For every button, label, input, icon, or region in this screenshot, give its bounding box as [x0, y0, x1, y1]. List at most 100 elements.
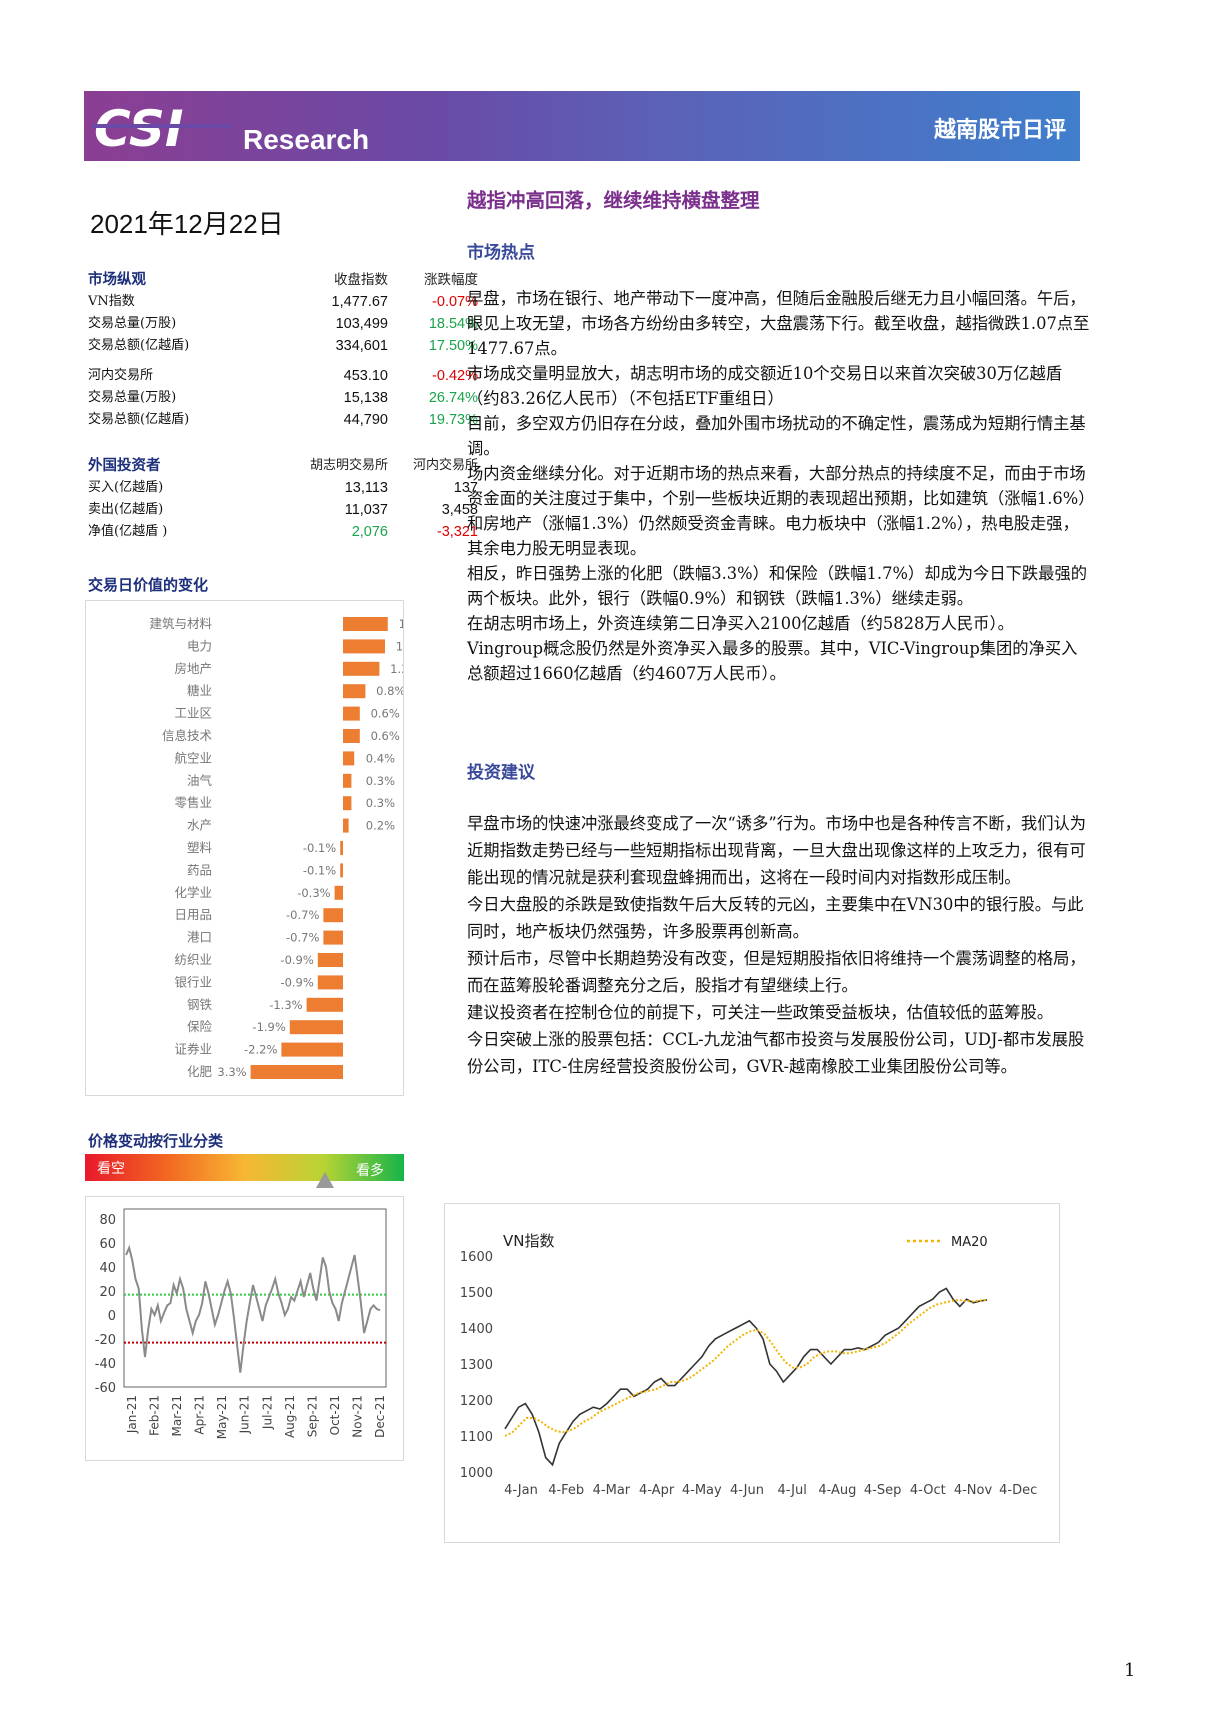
research-label: Research — [243, 124, 370, 155]
paragraph: 场内资金继续分化。对于近期市场的热点来看，大部分热点的持续度不足，而由于市场资金… — [467, 464, 1087, 558]
sector-bar — [340, 863, 343, 878]
y-tick-label: 80 — [99, 1213, 116, 1228]
x-tick-label: Jun-21 — [238, 1395, 252, 1434]
csi-logo: CSI — [92, 100, 232, 154]
y-tick-label: 1600 — [460, 1250, 493, 1265]
sector-label: 化肥 — [187, 1064, 213, 1079]
paragraph: 相反，昨日强势上涨的化肥（跌幅3.3%）和保险（跌幅1.7%）却成为今日下跌最强… — [467, 564, 1088, 608]
sector-label: 药品 — [187, 862, 212, 877]
sector-bar — [343, 706, 360, 721]
sector-chart-frame: 建筑与材料 1.6% 电力 1.5% 房地产 1.3% 糖业 0.8% 工业区 0.6% 信息技术 0… — [85, 600, 428, 1096]
sector-value-label: 0.3% — [366, 796, 395, 810]
y-tick-label: 20 — [99, 1285, 116, 1300]
y-tick-label: 1300 — [460, 1358, 493, 1373]
x-tick-label: Oct-21 — [328, 1395, 342, 1435]
sector-bar — [343, 684, 366, 699]
market-overview-title: 市场纵观 — [88, 272, 146, 288]
sector-label: 银行业 — [174, 974, 212, 989]
sector-bar — [343, 751, 355, 766]
sector-value-label: -0.1% — [303, 863, 336, 877]
sector-label: 建筑与材料 — [149, 616, 212, 631]
sector-bar — [323, 930, 343, 945]
article-headline: 越指冲高回落，继续维持横盘整理 — [467, 189, 760, 212]
y-tick-label: -20 — [95, 1333, 116, 1348]
paragraph: 今日突破上涨的股票包括：CCL-九龙油气都市投资与发展股份公司，UDJ-都市发展… — [467, 1030, 1085, 1076]
sector-value-label: -0.3% — [297, 886, 330, 900]
sector-label: 糖业 — [187, 683, 212, 698]
sector-value-label: -1.9% — [252, 1020, 285, 1034]
chart-title: VN指数 — [503, 1232, 554, 1250]
x-tick-label: Dec-21 — [373, 1395, 387, 1438]
advice-body: 早盘市场的快速冲涨最终变成了一次“诱多”行为。市场中也是各种传言不断，我们认为近… — [467, 810, 1092, 1080]
sector-bar — [340, 841, 343, 855]
sector-value-label: -1.3% — [269, 998, 302, 1012]
paragraph: 市场成交量明显放大，胡志明市场的成交额近10个交易日以来首次突破30万亿越盾（约… — [467, 364, 1063, 408]
bull-label: 看多 — [356, 1163, 384, 1179]
y-tick-label: 0 — [108, 1309, 116, 1324]
x-tick-label: Jan-21 — [125, 1395, 139, 1434]
oscillator-chart-frame: 80 60 40 20 0 -20 -40 -60 Jan-21 Feb-21 Mar-21 Apr-… — [85, 1196, 404, 1461]
sector-value-label: -2.2% — [244, 1043, 277, 1057]
sector-label: 水产 — [187, 818, 212, 833]
sector-bar — [323, 908, 343, 923]
sector-value-label: 1.3% — [390, 662, 403, 676]
sector-chart-title: 交易日价值的变化 — [88, 576, 209, 594]
x-tick-label: 4-Mar — [593, 1483, 631, 1498]
x-tick-label: Mar-21 — [170, 1395, 184, 1436]
sector-label: 钢铁 — [187, 997, 213, 1012]
paragraph: 早盘市场的快速冲涨最终变成了一次“诱多”行为。市场中也是各种传言不断，我们认为近… — [467, 814, 1087, 887]
market-overview-table: 市场纵观 收盘指数 涨跌幅度 VN指数 1,477.67 -0.07% 交易总量… — [88, 272, 478, 428]
hot-topics-title: 市场热点 — [467, 243, 535, 263]
sector-value-label: -0.1% — [303, 841, 336, 855]
sector-label: 信息技术 — [162, 728, 213, 743]
col-hnx: 河内交易所 — [412, 458, 478, 473]
sector-bar — [343, 796, 352, 811]
x-tick-label: 4-Jun — [730, 1483, 764, 1498]
sector-bar — [343, 617, 388, 631]
sector-value-label: 0.6% — [371, 707, 400, 721]
bear-label: 看空 — [97, 1161, 125, 1177]
col-close: 收盘指数 — [334, 272, 388, 288]
sector-label: 航空业 — [174, 750, 212, 765]
sector-label: 油气 — [187, 773, 213, 788]
x-tick-label: Nov-21 — [350, 1395, 364, 1438]
sector-value-label: -0.7% — [286, 908, 319, 922]
sector-bar — [334, 885, 343, 900]
vn-index-line — [504, 1287, 988, 1467]
col-hose: 胡志明交易所 — [309, 458, 388, 473]
sector-value-label: 3.3% — [217, 1065, 246, 1079]
sector-label: 电力 — [187, 638, 212, 653]
foreign-investor-table: 外国投资者 胡志明交易所 河内交易所 买入(亿越盾) 13,113 137 卖出… — [88, 458, 478, 540]
advice-title: 投资建议 — [467, 763, 535, 783]
x-tick-label: Jul-21 — [260, 1395, 274, 1430]
y-tick-label: 60 — [99, 1237, 116, 1252]
sector-value-label: -0.7% — [286, 931, 319, 945]
sector-bar — [317, 975, 343, 990]
y-tick-label: 1100 — [460, 1430, 493, 1445]
y-tick-label: 1200 — [460, 1394, 493, 1409]
sector-label: 日用品 — [174, 907, 212, 922]
legend-label: MA20 — [951, 1235, 988, 1250]
x-tick-label: Apr-21 — [193, 1395, 207, 1435]
paragraph: Vingroup概念股仍然是外资净买入最多的股票。其中，VIC-Vingroup… — [467, 639, 1078, 683]
sector-value-label: 0.3% — [366, 774, 395, 788]
price-change-title: 价格变动按行业分类 — [88, 1132, 224, 1150]
vn-index-chart-frame: VN指数 MA20 1600 1500 1400 1300 1200 1100 1000 4-Ja… — [444, 1203, 1060, 1543]
hot-topics-body: 早盘，市场在银行、地产带动下一度冲高，但随后金融股后继无力且小幅回落。午后，眼见… — [467, 286, 1092, 686]
x-tick-label: 4-Feb — [548, 1483, 584, 1498]
sector-value-label: 0.6% — [371, 729, 400, 743]
sector-bar — [289, 1020, 343, 1035]
sentiment-scale — [85, 1154, 404, 1181]
sector-label: 房地产 — [174, 661, 212, 676]
series-line — [125, 1244, 381, 1373]
vn-index-chart: VN指数 MA20 1600 1500 1400 1300 1200 1100 1000 4-Ja… — [460, 1232, 1037, 1498]
sector-value-label: 1.5% — [396, 639, 403, 653]
paragraph: 在胡志明市场上，外资连续第二日净买入2100亿越盾（约5828万人民币）。 — [467, 614, 1014, 633]
x-tick-label: 4-Nov — [954, 1483, 993, 1498]
sentiment-pointer-icon — [316, 1172, 334, 1188]
paragraph: 早盘，市场在银行、地产带动下一度冲高，但随后金融股后继无力且小幅回落。午后，眼见… — [467, 289, 1090, 358]
sector-value-label: 0.8% — [376, 684, 403, 698]
sector-label: 塑料 — [187, 840, 213, 855]
x-tick-label: 4-Jul — [778, 1483, 807, 1498]
sector-label: 化学业 — [174, 885, 212, 900]
